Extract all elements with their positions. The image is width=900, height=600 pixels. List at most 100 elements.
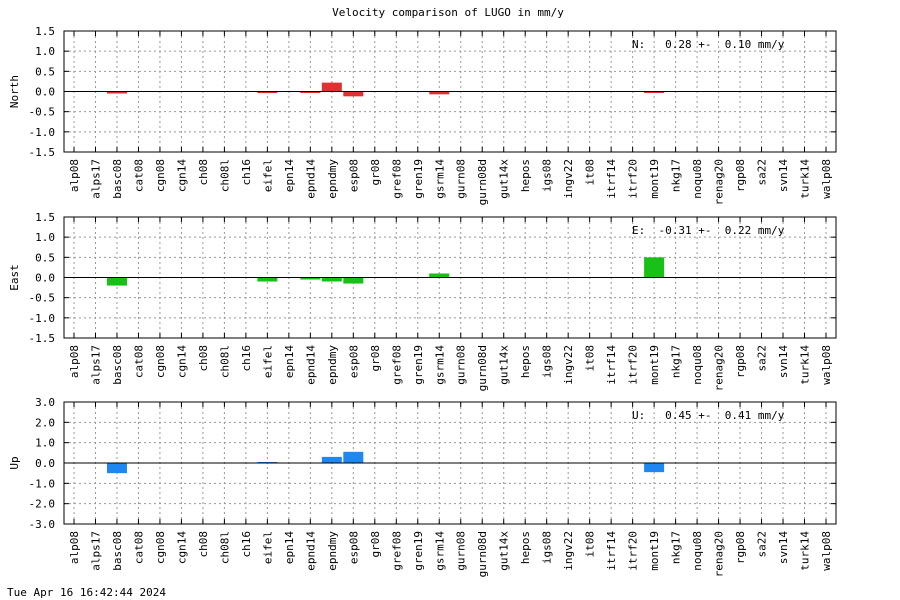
x-tick-label: renag20 (713, 531, 726, 577)
x-tick-label: ingv22 (562, 159, 575, 199)
x-tick-label: walp08 (820, 159, 833, 199)
y-tick-label: 1.0 (35, 45, 55, 58)
y-axis-label: Up (8, 456, 21, 469)
y-tick-label: 1.0 (35, 437, 55, 450)
x-tick-label: sa22 (756, 159, 769, 186)
bar (321, 82, 342, 92)
x-tick-label: gurn08d (476, 531, 489, 577)
x-tick-label: ch16 (240, 345, 253, 372)
x-tick-label: alp08 (68, 345, 81, 378)
x-tick-label: cat08 (132, 159, 145, 192)
x-tick-label: turk14 (799, 345, 812, 385)
plot-frame (63, 216, 837, 339)
x-tick-label: epn14 (283, 345, 296, 378)
y-tick-label: 1.0 (35, 231, 55, 244)
x-tick-label: svn14 (777, 531, 790, 564)
x-tick-label: rgp08 (734, 531, 747, 564)
x-tick-label: ch08 (197, 345, 210, 372)
x-tick-label: cgn08 (154, 159, 167, 192)
stat-annotation: E: -0.31 +- 0.22 mm/y (632, 224, 785, 237)
x-tick-label: ingv22 (562, 531, 575, 571)
bar (106, 277, 127, 286)
y-tick-label: -0.5 (29, 106, 56, 119)
x-tick-label: cgn14 (175, 531, 188, 564)
x-tick-label: eifel (261, 345, 274, 378)
x-tick-label: gref08 (390, 531, 403, 571)
x-tick-label: alps17 (89, 159, 102, 199)
x-tick-label: turk14 (799, 531, 812, 571)
x-tick-label: gr08 (369, 345, 382, 372)
y-axis-label: North (8, 75, 21, 108)
x-tick-label: eifel (261, 531, 274, 564)
bar (321, 277, 342, 282)
y-tick-label: 2.0 (35, 416, 55, 429)
y-tick-label: -0.5 (29, 292, 56, 305)
x-tick-label: cgn14 (175, 345, 188, 378)
x-tick-label: cat08 (132, 345, 145, 378)
x-tick-label: ch08l (218, 531, 231, 564)
x-tick-label: gsrm14 (433, 531, 446, 571)
x-tick-label: gurn08d (476, 159, 489, 205)
bar (429, 273, 450, 278)
x-tick-label: it08 (584, 159, 597, 186)
y-tick-label: -1.0 (29, 312, 56, 325)
bar (106, 463, 127, 474)
x-tick-label: basc08 (111, 159, 124, 199)
x-tick-label: cgn14 (175, 159, 188, 192)
x-tick-label: noqu08 (691, 531, 704, 571)
x-tick-label: ingv22 (562, 345, 575, 385)
x-tick-label: epn14 (283, 531, 296, 564)
bar (321, 456, 342, 463)
bar (429, 91, 450, 95)
x-tick-label: ch08l (218, 159, 231, 192)
x-tick-label: gurn08 (455, 531, 468, 571)
x-tick-label: alp08 (68, 159, 81, 192)
x-tick-label: gurn08 (455, 345, 468, 385)
x-tick-label: itrf14 (605, 159, 618, 199)
x-tick-label: renag20 (713, 345, 726, 391)
x-tick-label: hepos (519, 159, 532, 192)
panel-north: -1.5 -1.0 -0.5 0.0 0.5 1.0 1.5 alp08 alps17 basc0… (8, 25, 837, 205)
x-tick-label: sa22 (756, 345, 769, 372)
x-tick-label: rgp08 (734, 345, 747, 378)
x-tick-label: alps17 (89, 345, 102, 385)
x-tick-label: hepos (519, 531, 532, 564)
x-tick-label: nkg17 (670, 531, 683, 564)
x-tick-label: gut14x (498, 159, 511, 199)
x-tick-label: rgp08 (734, 159, 747, 192)
bar (644, 463, 665, 473)
bar (343, 451, 364, 463)
x-tick-label: epnd14 (304, 159, 317, 199)
x-tick-label: itrf14 (605, 531, 618, 571)
x-tick-label: epndmy (326, 531, 339, 571)
y-tick-label: -1.5 (29, 332, 56, 345)
x-tick-label: gurn08 (455, 159, 468, 199)
x-tick-label: gut14x (498, 531, 511, 571)
x-tick-label: itrf20 (627, 159, 640, 199)
bar (106, 91, 127, 94)
x-tick-label: ch08 (197, 159, 210, 186)
bar (257, 277, 278, 282)
x-tick-label: noqu08 (691, 159, 704, 199)
x-tick-label: ch08 (197, 531, 210, 558)
x-tick-label: ch16 (240, 159, 253, 186)
x-tick-label: gren19 (412, 345, 425, 385)
y-tick-label: -2.0 (29, 498, 56, 511)
x-tick-label: epnd14 (304, 345, 317, 385)
x-tick-label: esp08 (347, 531, 360, 564)
y-tick-label: -3.0 (29, 518, 56, 531)
x-tick-label: svn14 (777, 345, 790, 378)
x-tick-label: gurn08d (476, 345, 489, 391)
y-tick-label: 0.5 (35, 251, 55, 264)
x-tick-label: cat08 (132, 531, 145, 564)
plot-frame (63, 30, 837, 153)
y-tick-label: 1.5 (35, 25, 55, 38)
x-tick-label: itrf14 (605, 345, 618, 385)
x-tick-label: igs08 (541, 345, 554, 378)
timestamp: Tue Apr 16 16:42:44 2024 (7, 586, 166, 599)
x-tick-label: eifel (261, 159, 274, 192)
y-tick-label: -1.0 (29, 477, 56, 490)
x-tick-label: cgn08 (154, 531, 167, 564)
x-tick-label: gren19 (412, 159, 425, 199)
